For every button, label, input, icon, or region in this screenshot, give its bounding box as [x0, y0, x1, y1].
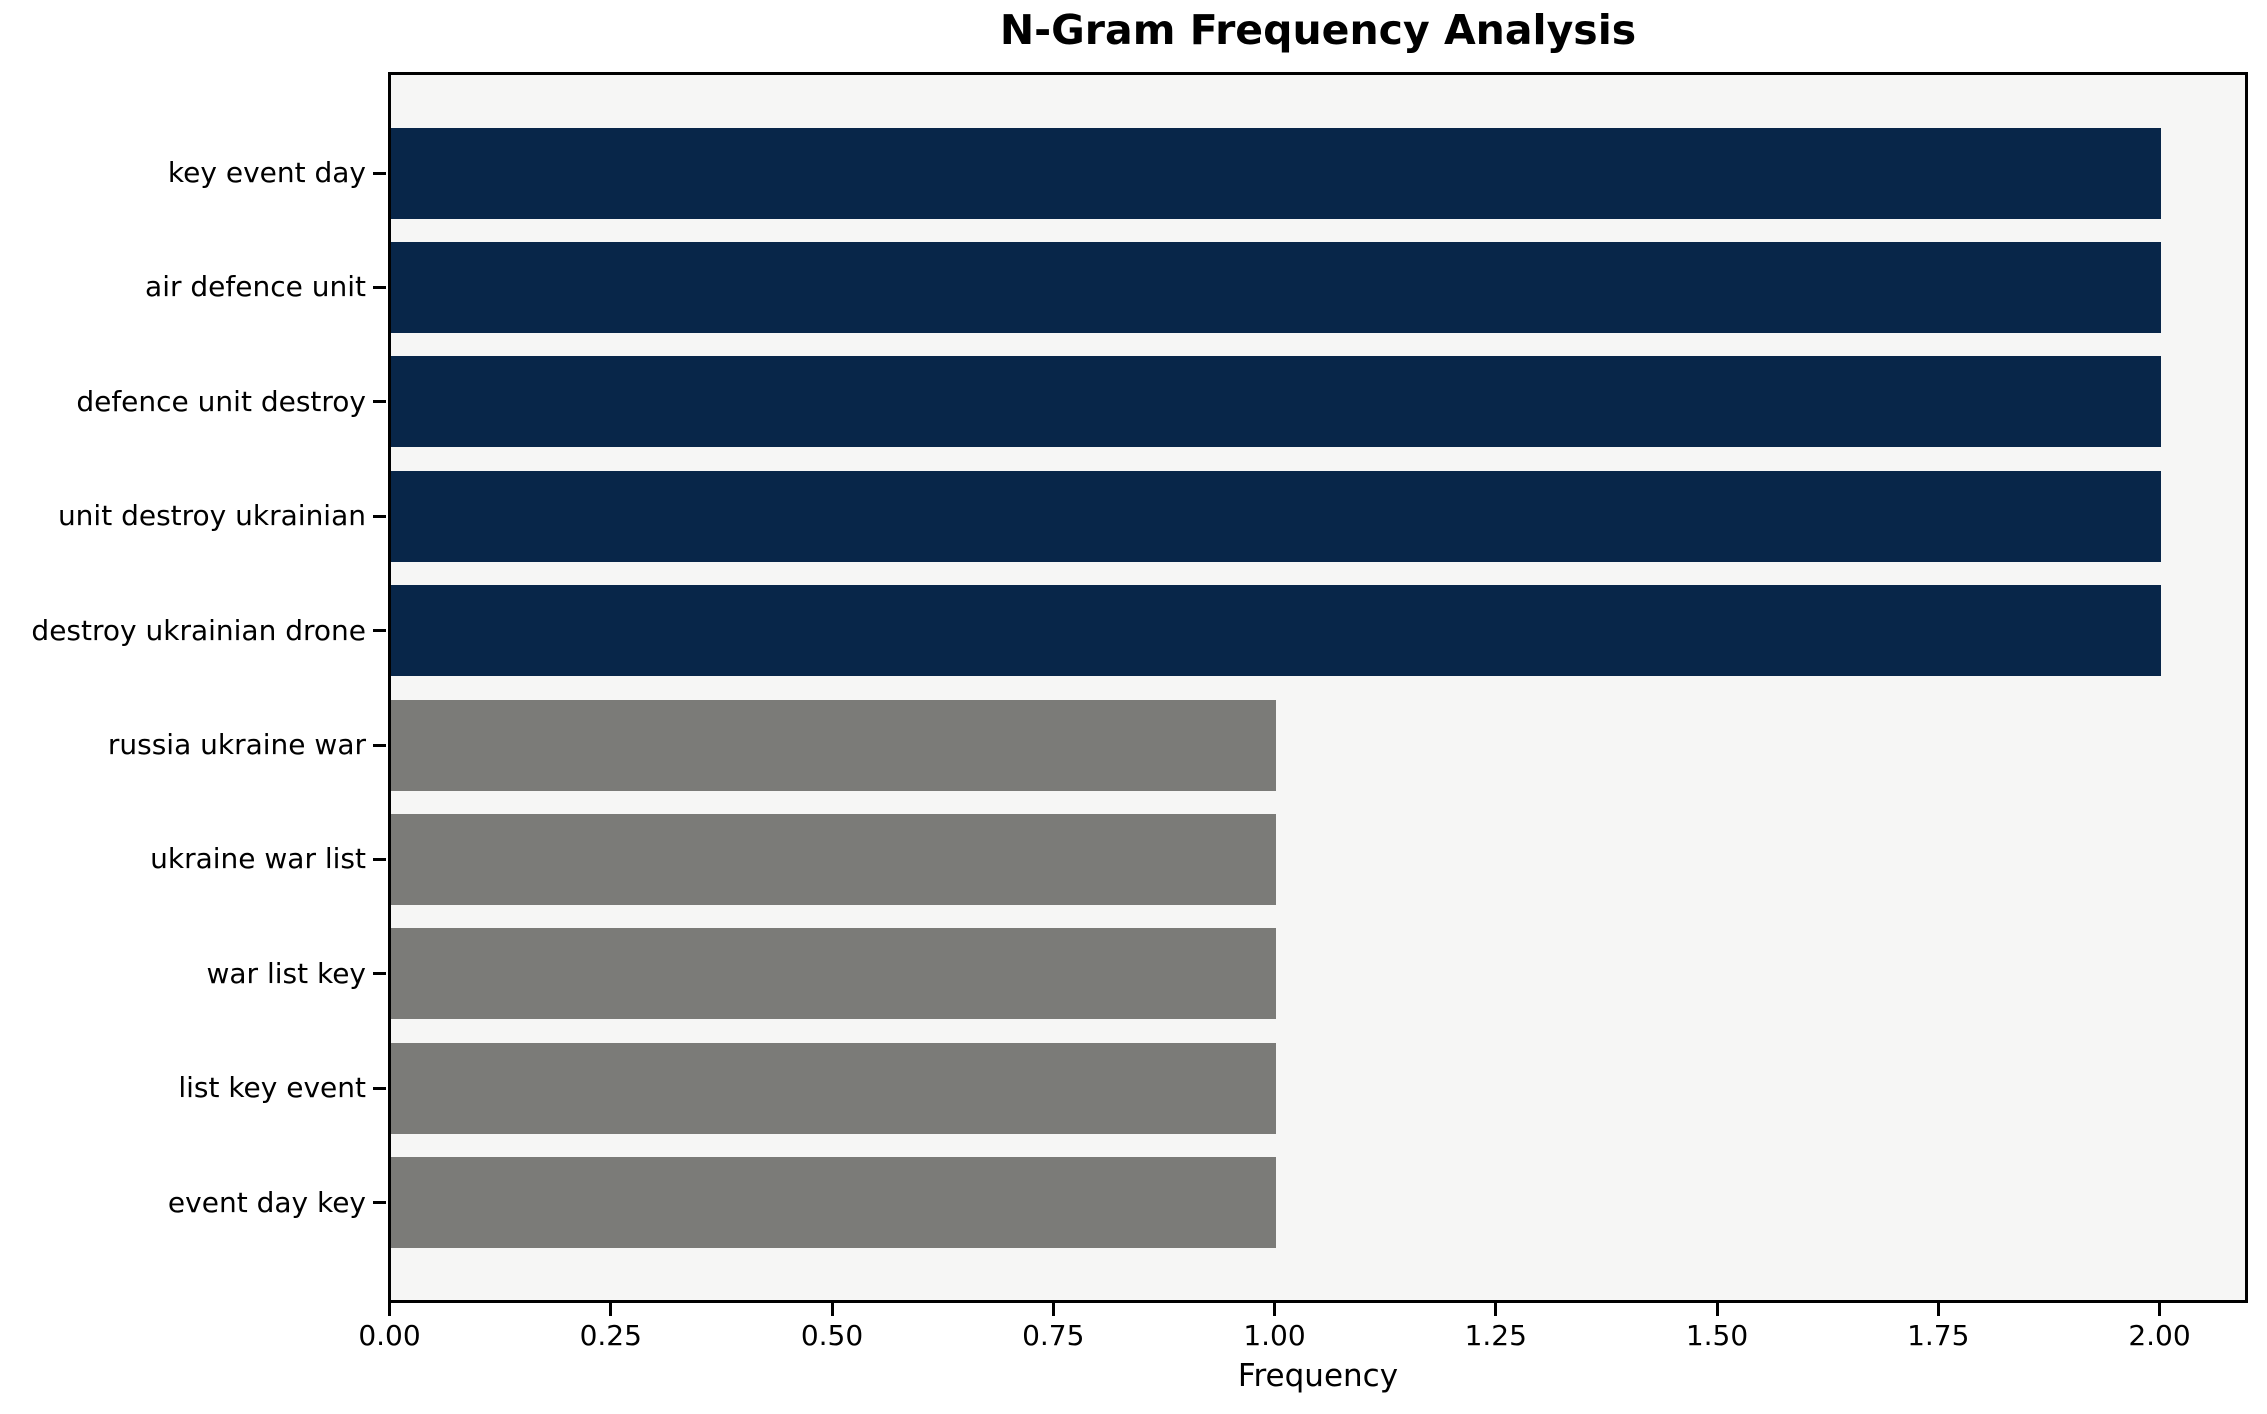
x-tick-label: 2.00 — [2128, 1319, 2191, 1352]
bar-unit-destroy-ukrainian — [391, 470, 2161, 562]
y-tick-mark — [373, 400, 386, 404]
x-tick-mark — [388, 1303, 391, 1316]
x-tick-label: 0.75 — [1022, 1319, 1085, 1352]
y-tick-mark — [373, 1201, 386, 1205]
x-tick-mark — [1051, 1303, 1055, 1316]
y-tick-label: war list key — [206, 956, 366, 990]
plot-area — [388, 72, 2248, 1303]
bar-destroy-ukrainian-drone — [391, 585, 2161, 677]
x-tick-mark — [1936, 1303, 1940, 1316]
x-tick-mark — [1494, 1303, 1498, 1316]
bar-russia-ukraine-war — [391, 699, 1276, 791]
chart-title: N-Gram Frequency Analysis — [999, 6, 1637, 54]
y-tick-mark — [373, 514, 386, 518]
y-tick-mark — [373, 285, 386, 289]
bar-war-list-key — [391, 928, 1276, 1020]
bar-ukraine-war-list — [391, 813, 1276, 905]
x-tick-label: 1.75 — [1907, 1319, 1970, 1352]
y-tick-label: event day key — [167, 1185, 366, 1219]
y-tick-mark — [373, 857, 386, 861]
y-tick-label: ukraine war list — [150, 842, 366, 876]
bar-defence-unit-destroy — [391, 356, 2161, 448]
y-tick-mark — [373, 743, 386, 747]
x-tick-mark — [830, 1303, 834, 1316]
x-tick-mark — [609, 1303, 613, 1316]
x-tick-mark — [1273, 1303, 1276, 1316]
x-tick-mark — [1715, 1303, 1719, 1316]
x-tick-label: 1.25 — [1464, 1319, 1527, 1352]
bar-air-defence-unit — [391, 241, 2161, 333]
y-tick-label: russia ukraine war — [107, 728, 366, 761]
x-tick-label: 1.50 — [1685, 1319, 1749, 1352]
y-tick-label: key event day — [167, 156, 366, 189]
bar-event-day-key — [391, 1157, 1276, 1249]
bar-list-key-event — [391, 1042, 1276, 1134]
y-tick-label: list key event — [178, 1071, 366, 1105]
x-tick-label: 0.50 — [800, 1319, 864, 1352]
y-tick-mark — [373, 972, 386, 976]
y-tick-label: air defence unit — [145, 270, 366, 304]
y-tick-mark — [373, 171, 386, 175]
x-tick-mark — [2158, 1303, 2161, 1316]
y-tick-label: defence unit destroy — [76, 384, 366, 418]
y-tick-label: destroy ukrainian drone — [31, 613, 366, 647]
x-tick-label: 1.00 — [1243, 1319, 1306, 1352]
x-tick-label: 0.25 — [579, 1319, 642, 1352]
y-tick-label: unit destroy ukrainian — [57, 499, 366, 533]
y-tick-mark — [373, 629, 386, 633]
x-axis-label: Frequency — [1237, 1358, 1399, 1394]
x-tick-label: 0.00 — [358, 1319, 421, 1352]
bar-key-event-day — [391, 127, 2161, 219]
y-tick-mark — [373, 1086, 386, 1090]
